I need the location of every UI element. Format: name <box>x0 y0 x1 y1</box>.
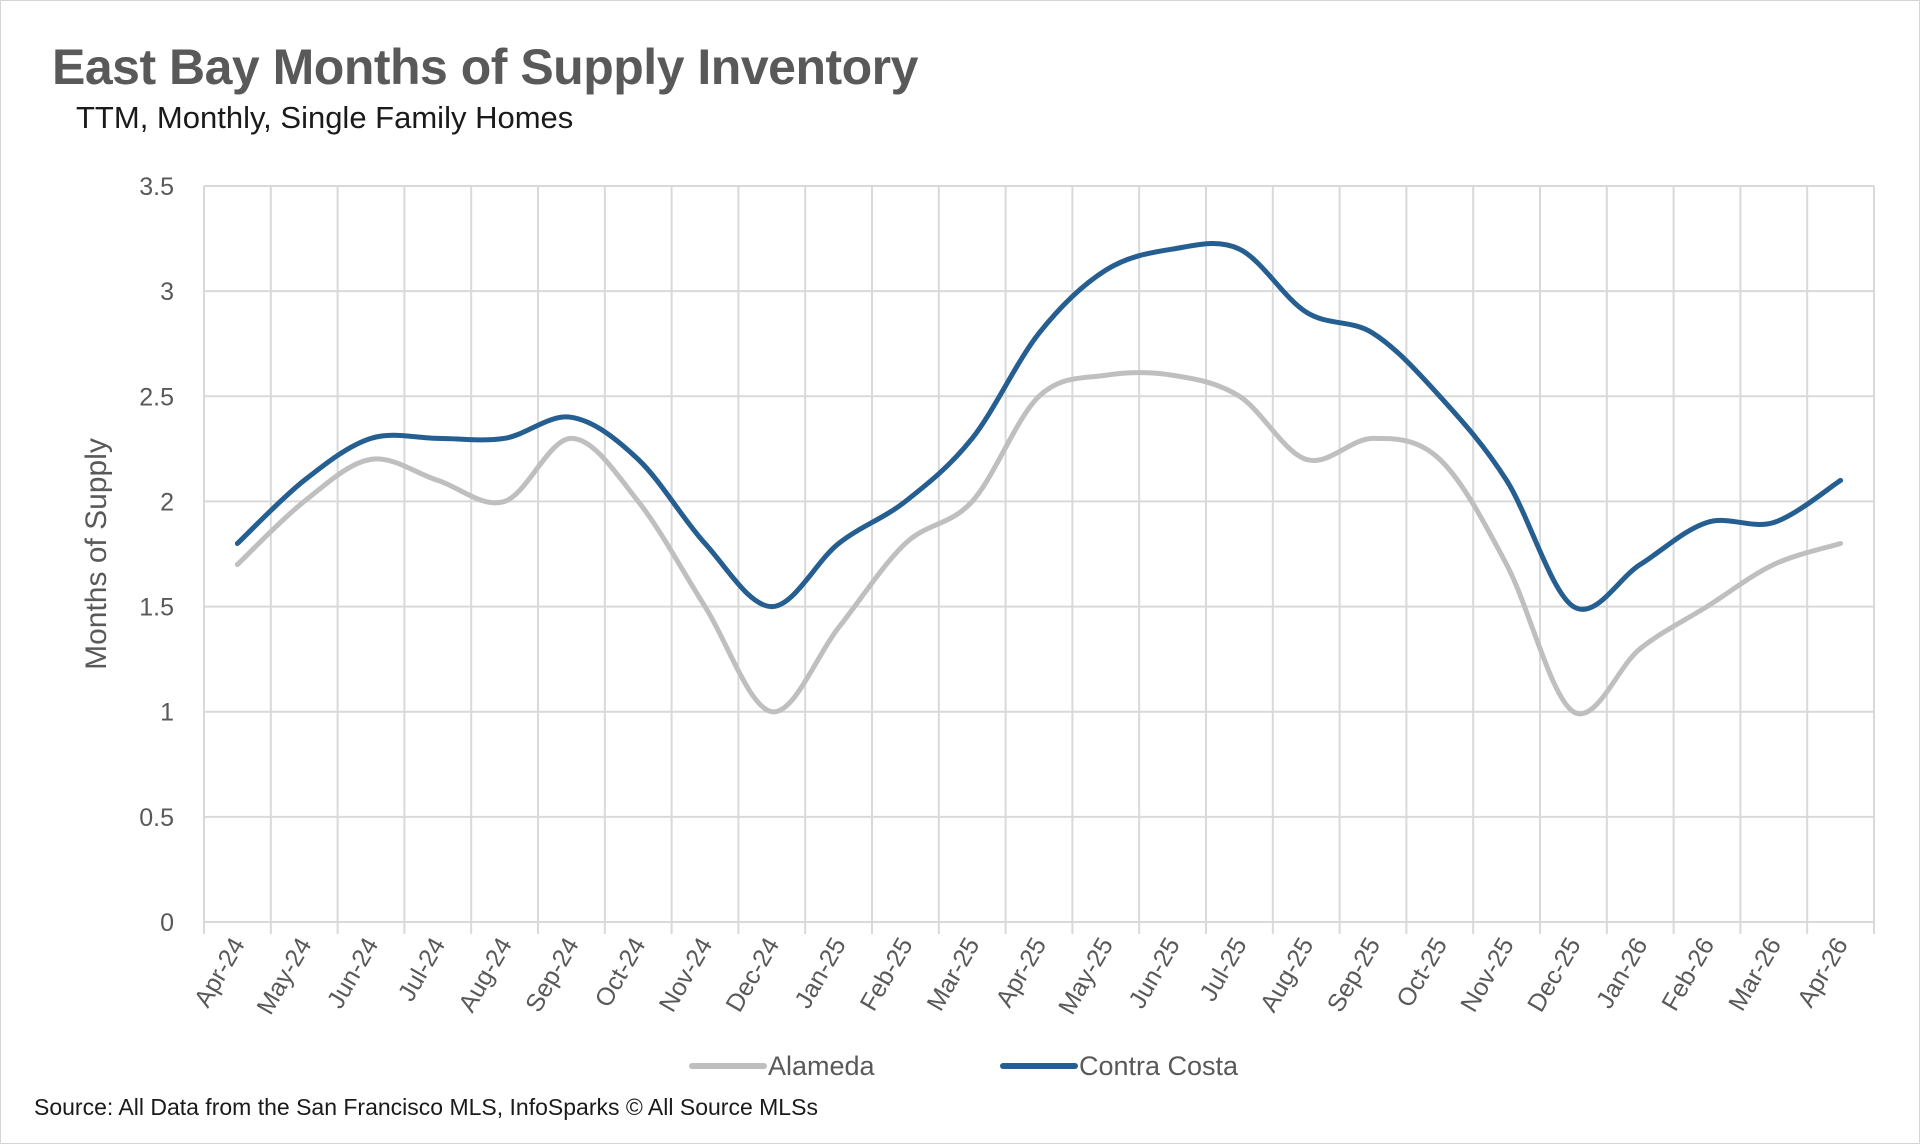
x-tick-label: Jun-24 <box>322 933 385 1013</box>
chart-title: East Bay Months of Supply Inventory <box>52 39 918 95</box>
y-tick-label: 2.5 <box>139 383 174 411</box>
x-tick-label: May-25 <box>1053 933 1119 1019</box>
legend-label-alameda: Alameda <box>768 1051 876 1081</box>
source-note: Source: All Data from the San Francisco … <box>34 1094 818 1120</box>
y-axis-ticks: 0 0.5 1 1.5 2 2.5 3 3.5 <box>139 173 174 937</box>
x-tick-label: Mar-25 <box>922 933 986 1016</box>
x-tick-label: Oct-24 <box>590 933 652 1012</box>
y-tick-label: 3 <box>160 278 174 306</box>
x-tick-label: Sep-24 <box>520 933 585 1017</box>
x-tick-label: Sep-25 <box>1322 933 1387 1017</box>
gridlines <box>203 185 1875 934</box>
y-axis-title: Months of Supply <box>80 438 113 670</box>
x-tick-label: May-24 <box>251 933 317 1019</box>
legend: Alameda Contra Costa <box>689 1051 1239 1081</box>
x-tick-label: Feb-25 <box>855 933 919 1016</box>
x-tick-label: Apr-25 <box>990 933 1052 1012</box>
x-tick-label: Jun-25 <box>1123 933 1185 1013</box>
y-tick-label: 1.5 <box>139 594 174 622</box>
x-tick-label: Aug-25 <box>1255 933 1320 1017</box>
y-tick-label: 3.5 <box>139 173 174 201</box>
series-lines <box>234 241 1844 717</box>
series-line-contra-costa <box>234 241 1844 612</box>
x-tick-label: Dec-25 <box>1522 933 1587 1017</box>
legend-label-contra-costa: Contra Costa <box>1079 1051 1239 1081</box>
x-tick-label: Feb-26 <box>1656 933 1720 1016</box>
x-tick-label: Jul-24 <box>393 933 451 1006</box>
y-tick-label: 1 <box>160 699 174 727</box>
x-tick-label: Aug-24 <box>453 933 518 1017</box>
x-tick-label: Jan-26 <box>1591 933 1653 1013</box>
series-contra-costa <box>234 241 1844 612</box>
x-tick-label: Mar-26 <box>1723 933 1787 1016</box>
y-tick-label: 0.5 <box>139 804 174 832</box>
x-tick-label: Jan-25 <box>789 933 851 1013</box>
series-line-alameda <box>234 370 1844 717</box>
x-tick-label: Dec-24 <box>720 933 785 1017</box>
chart-subtitle: TTM, Monthly, Single Family Homes <box>76 100 574 135</box>
x-tick-label: Nov-25 <box>1455 933 1520 1017</box>
x-axis-ticks: Apr-24 May-24 Jun-24 Jul-24 Aug-24 Sep-24 Oct-… <box>189 933 1854 1019</box>
y-tick-label: 0 <box>160 909 174 937</box>
series-alameda <box>234 370 1844 717</box>
x-tick-label: Oct-25 <box>1391 933 1453 1012</box>
y-tick-label: 2 <box>160 488 174 516</box>
x-tick-label: Apr-26 <box>1792 933 1854 1012</box>
x-tick-label: Nov-24 <box>654 933 719 1017</box>
x-tick-label: Apr-24 <box>189 933 251 1012</box>
x-tick-label: Jul-25 <box>1194 933 1252 1006</box>
